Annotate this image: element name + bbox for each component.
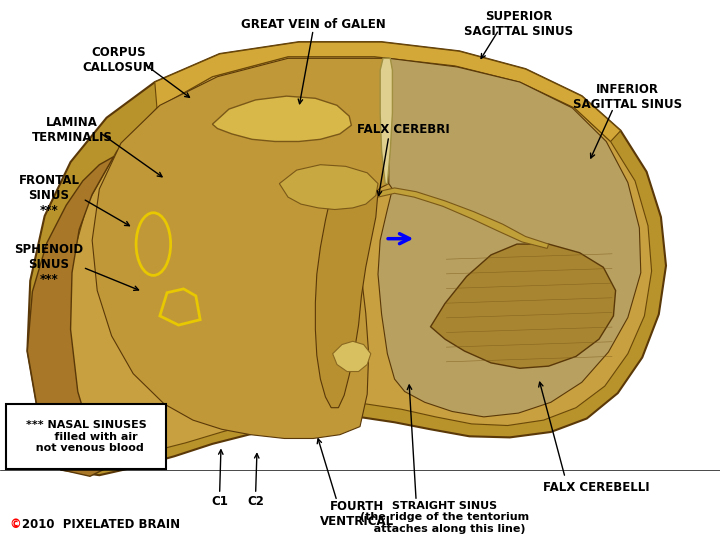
Polygon shape bbox=[315, 179, 378, 408]
Text: FRONTAL
SINUS
***: FRONTAL SINUS *** bbox=[19, 174, 79, 217]
Polygon shape bbox=[27, 42, 666, 475]
Bar bbox=[0, 0, 720, 40]
Polygon shape bbox=[92, 58, 389, 438]
Polygon shape bbox=[279, 165, 378, 210]
Text: STRAIGHT SINUS
(the ridge of the tentorium
   attaches along this line): STRAIGHT SINUS (the ridge of the tentori… bbox=[360, 501, 528, 534]
Text: FALX CEREBRI: FALX CEREBRI bbox=[357, 123, 449, 136]
Text: 2010  PIXELATED BRAIN: 2010 PIXELATED BRAIN bbox=[22, 518, 180, 531]
Bar bbox=[0, 470, 720, 540]
Text: ©: © bbox=[9, 518, 21, 531]
Text: FOURTH
VENTRICAL: FOURTH VENTRICAL bbox=[320, 500, 394, 528]
Text: *** NASAL SINUSES
     filled with air
  not venous blood: *** NASAL SINUSES filled with air not ve… bbox=[26, 420, 146, 454]
Text: CORPUS
CALLOSUM: CORPUS CALLOSUM bbox=[83, 46, 155, 75]
Polygon shape bbox=[212, 96, 351, 141]
Text: SPHENOID
SINUS
***: SPHENOID SINUS *** bbox=[14, 243, 84, 286]
Text: SUPERIOR
SAGITTAL SINUS: SUPERIOR SAGITTAL SINUS bbox=[464, 10, 573, 38]
FancyBboxPatch shape bbox=[6, 404, 166, 469]
Text: LAMINA
TERMINALIS: LAMINA TERMINALIS bbox=[32, 116, 112, 144]
Polygon shape bbox=[378, 58, 641, 417]
Text: GREAT VEIN of GALEN: GREAT VEIN of GALEN bbox=[240, 18, 386, 31]
Polygon shape bbox=[431, 244, 616, 368]
Polygon shape bbox=[378, 188, 549, 248]
Text: FALX CEREBELLI: FALX CEREBELLI bbox=[543, 481, 649, 494]
Polygon shape bbox=[27, 157, 114, 476]
Polygon shape bbox=[333, 341, 371, 372]
Text: C2: C2 bbox=[247, 495, 264, 508]
Polygon shape bbox=[65, 57, 652, 460]
Polygon shape bbox=[155, 42, 621, 141]
Polygon shape bbox=[380, 58, 392, 184]
Text: INFERIOR
SAGITTAL SINUS: INFERIOR SAGITTAL SINUS bbox=[573, 83, 683, 111]
Text: C1: C1 bbox=[211, 495, 228, 508]
